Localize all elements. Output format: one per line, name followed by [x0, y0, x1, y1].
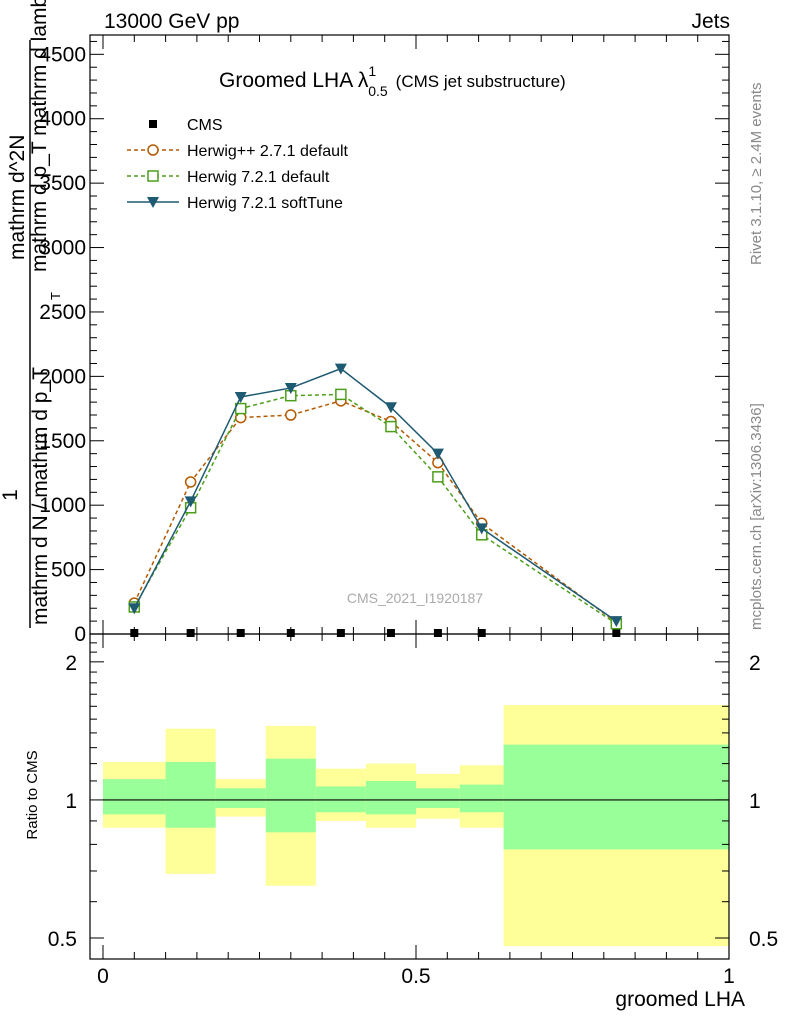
ratio-band-inner	[165, 761, 216, 828]
plot-title-sup: 1	[368, 63, 376, 79]
ratio-band-inner	[365, 780, 416, 815]
main-y-tick-label: 2000	[39, 365, 86, 388]
data-point	[432, 471, 444, 483]
ylabel-one: 1	[0, 489, 22, 501]
ratio-axis-ticks: 0.5 0.5 1 1 2 2 0 0.5 1	[48, 634, 778, 988]
legend: CMS Herwig++ 2.7.1 default Herwig 7.2.1 de…	[127, 117, 349, 212]
analysis-watermark: CMS_2021_I1920187	[347, 590, 483, 606]
ratio-band-inner	[215, 788, 266, 809]
data-point	[431, 448, 444, 460]
data-point	[336, 629, 345, 637]
data-point	[284, 382, 297, 394]
series-line	[133, 367, 617, 622]
rivet-version-label: Rivet 3.1.10, ≥ 2.4M events	[748, 83, 765, 266]
ratio-band-inner	[265, 758, 316, 833]
data-point	[130, 629, 139, 637]
main-y-tick-label: 0	[74, 623, 86, 646]
data-point	[335, 388, 347, 401]
ratio-band-inner	[503, 744, 729, 850]
x-tick-label: 1	[723, 965, 735, 988]
data-point	[384, 402, 397, 414]
x-tick-label: 0.5	[401, 965, 430, 988]
series-0	[130, 629, 621, 637]
series-3	[128, 363, 623, 628]
main-plot-frame	[89, 34, 730, 635]
ylabel-numerator-top: mathrm d^2N	[6, 135, 29, 260]
main-y-tick-label: 4000	[39, 108, 86, 131]
ratio-uncertainty-bands	[89, 633, 730, 960]
main-y-tick-label: 3000	[39, 237, 86, 260]
ratio-y-tick-label: 0.5	[48, 928, 77, 951]
ratio-y-tick-label: 2	[65, 652, 77, 675]
legend-label: Herwig 7.2.1 softTune	[187, 195, 343, 212]
ratio-y-tick-label-right: 2	[749, 652, 761, 675]
legend-label: Herwig++ 2.7.1 default	[187, 143, 349, 160]
ylabel-numerator-bottom: mathrm d p_T mathrm d lambda	[28, 0, 51, 272]
legend-marker	[147, 197, 159, 208]
data-point	[236, 629, 245, 637]
main-axis-ticks: 0 500 1000 1500 2000 2500 3000 3500 4000 4500	[39, 35, 730, 646]
plot-title: Groomed LHA λ1 0.5 (CMS jet substructure)	[219, 63, 566, 99]
main-y-tick-label: 3500	[39, 172, 86, 195]
main-y-tick-label: 2500	[39, 301, 86, 324]
legend-label: Herwig 7.2.1 default	[187, 169, 330, 186]
data-point	[475, 523, 488, 535]
plot-title-main: Groomed LHA λ	[219, 69, 369, 92]
plot-title-sub: 0.5	[368, 83, 388, 99]
plot-title-note: (CMS jet substructure)	[396, 72, 566, 91]
x-tick-label: 0	[97, 965, 109, 988]
header-right: Jets	[691, 10, 730, 33]
ratio-y-tick-label-right: 1	[749, 790, 761, 813]
legend-marker	[147, 144, 159, 156]
main-series-layer	[128, 363, 623, 637]
legend-marker	[147, 170, 159, 182]
legend-label: CMS	[187, 117, 223, 134]
ratio-y-tick-label-right: 0.5	[749, 928, 778, 951]
data-point	[334, 363, 347, 375]
data-point	[433, 629, 442, 637]
ratio-band-inner	[103, 779, 166, 815]
ratio-y-tick-label: 1	[65, 790, 77, 813]
x-axis-label: groomed LHA	[615, 988, 745, 1011]
main-y-tick-label: 500	[51, 559, 86, 582]
legend-entry: Herwig++ 2.7.1 default	[127, 143, 349, 160]
ylabel-t-subscript: T	[48, 292, 63, 300]
data-point	[610, 616, 623, 628]
header-left: 13000 GeV pp	[104, 10, 239, 33]
main-y-tick-label: 1000	[39, 494, 86, 517]
data-point	[477, 629, 486, 637]
mcplots-reference-label: mcplots.cern.ch [arXiv:1306.3436]	[748, 403, 765, 630]
data-point	[186, 629, 195, 637]
ratio-plot-frame	[89, 633, 730, 960]
ylabel-denominator: mathrm d N / mathrm d p_T	[29, 367, 52, 625]
legend-entry: Herwig 7.2.1 softTune	[127, 195, 343, 212]
data-point	[128, 603, 141, 615]
main-y-tick-label: 4500	[39, 43, 86, 66]
data-point	[234, 391, 247, 403]
data-point	[285, 409, 297, 421]
legend-marker	[149, 120, 157, 128]
legend-entry: Herwig 7.2.1 default	[127, 169, 330, 186]
ratio-band-inner	[459, 784, 504, 813]
legend-entry: CMS	[149, 117, 223, 134]
data-point	[612, 629, 621, 637]
ratio-band-inner	[416, 788, 460, 809]
data-point	[386, 629, 395, 637]
data-point	[286, 629, 295, 637]
main-y-tick-label: 1500	[39, 430, 86, 453]
data-point	[385, 420, 397, 433]
main-plot-area	[89, 34, 730, 635]
main-y-axis-label: 1 mathrm d N / mathrm d p_T mathrm d^2N …	[0, 0, 63, 628]
data-point	[184, 476, 197, 488]
data-point	[184, 496, 197, 508]
ratio-y-axis-label: Ratio to CMS	[24, 750, 41, 839]
